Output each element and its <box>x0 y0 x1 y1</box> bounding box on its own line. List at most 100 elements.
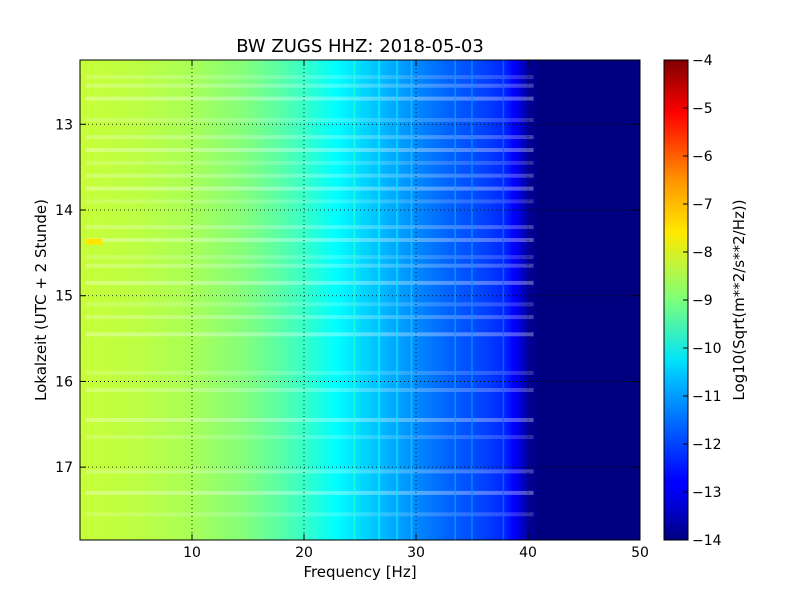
spectrogram-column <box>214 60 218 540</box>
plot-frame <box>79 59 641 541</box>
spectrogram-column <box>346 60 350 540</box>
spectrogram-column <box>88 60 92 540</box>
y-tick-label: 17 <box>55 460 73 476</box>
spectrogram-column <box>102 60 106 540</box>
spectrogram-column <box>486 60 490 540</box>
spectrogram-column <box>85 60 89 540</box>
colorbar-ticks: −4 −5 −6 −7 −8 −9 −10 −11 −12 −13 −14 <box>683 53 722 549</box>
spectrogram-column <box>360 60 364 540</box>
spectrogram-column <box>584 60 588 540</box>
spectrogram-column <box>122 60 126 540</box>
spectrogram-column <box>553 60 557 540</box>
spectrogram-column <box>334 60 339 540</box>
colorbar-tick-label: −12 <box>692 437 722 453</box>
spectrogram-column <box>530 60 535 540</box>
spectrogram-column <box>340 60 344 540</box>
spectrogram-column <box>91 60 95 540</box>
spectrogram-column <box>166 60 171 540</box>
spectrogram-column <box>511 60 515 540</box>
spectrogram-column <box>393 60 397 540</box>
spectrogram-column <box>416 60 420 540</box>
spectrogram-column <box>158 60 162 540</box>
spectrogram-column <box>108 60 112 540</box>
spectrogram-column <box>150 60 154 540</box>
spectrogram-column <box>178 60 182 540</box>
spectrogram-column <box>318 60 322 540</box>
spectrogram-column <box>206 60 210 540</box>
spectrogram-column <box>488 60 493 540</box>
spectrogram-column <box>183 60 187 540</box>
spectrogram-column <box>474 60 479 540</box>
colorbar-tick-label: −4 <box>692 53 713 69</box>
spectrogram-column <box>432 60 437 540</box>
spectrogram-column <box>402 60 406 540</box>
spectrogram-column <box>362 60 367 540</box>
spectrogram-column <box>82 60 87 540</box>
grid-lines <box>80 60 640 540</box>
spectrogram-column <box>197 60 201 540</box>
spectrogram-column <box>368 60 372 540</box>
spectrogram-column <box>522 60 526 540</box>
spectrogram-column <box>514 60 518 540</box>
spectrogram-column <box>444 60 448 540</box>
spectrogram-column <box>208 60 213 540</box>
spectrogram-column <box>278 60 283 540</box>
time-band <box>85 280 534 285</box>
spectrogram-column <box>525 60 529 540</box>
spectrogram-column <box>455 60 459 540</box>
spectrogram-column <box>371 60 375 540</box>
spectrogram-column <box>304 60 308 540</box>
x-axis: 10 20 30 40 50 <box>183 60 649 561</box>
spectrogram-column <box>623 60 627 540</box>
spectrogram-column <box>390 60 395 540</box>
spectrogram-column <box>220 60 224 540</box>
feature-patch <box>85 238 103 245</box>
spectrogram-columns <box>80 60 640 540</box>
time-band <box>85 370 534 375</box>
spectrogram-column <box>505 60 509 540</box>
spectrogram-column <box>284 60 288 540</box>
spectrogram-column <box>578 60 582 540</box>
spectrogram-column <box>581 60 585 540</box>
spectrogram-column <box>116 60 120 540</box>
spectrogram-column <box>539 60 543 540</box>
time-band <box>85 199 534 204</box>
spectrogram-column <box>491 60 495 540</box>
colorbar-tick-label: −11 <box>692 389 722 405</box>
spectrogram-plot <box>80 60 640 540</box>
spectrogram-column <box>105 60 109 540</box>
spectrogram-column <box>161 60 165 540</box>
y-axis-label: Lokalzeit (UTC + 2 Stunde) <box>32 199 50 401</box>
time-band <box>85 135 534 140</box>
time-band <box>85 490 534 495</box>
spectrogram-column <box>458 60 462 540</box>
colorbar-tick-label: −6 <box>692 149 713 165</box>
spectrogram-column <box>315 60 319 540</box>
spectrogram-column <box>477 60 481 540</box>
spectrogram-column <box>264 60 269 540</box>
spectrogram-column <box>127 60 131 540</box>
spectrogram-column <box>558 60 563 540</box>
spectrogram-column <box>133 60 137 540</box>
spectrogram-column <box>424 60 428 540</box>
spectrogram-column <box>337 60 341 540</box>
spectrogram-column <box>413 60 417 540</box>
spectrogram-column <box>256 60 260 540</box>
spectrogram-column <box>357 60 361 540</box>
spectrogram-column <box>374 60 378 540</box>
time-band <box>85 435 534 440</box>
spectrogram-column <box>211 60 215 540</box>
time-band <box>85 238 534 242</box>
spectrogram-column <box>250 60 255 540</box>
spectrogram-column <box>472 60 476 540</box>
time-band <box>85 332 534 337</box>
spectrogram-column <box>427 60 431 540</box>
spectrogram-column <box>239 60 243 540</box>
time-band <box>85 148 534 152</box>
spectrogram-column <box>536 60 540 540</box>
spectrogram-column <box>298 60 302 540</box>
time-band <box>85 302 534 307</box>
spectrogram-column <box>144 60 148 540</box>
spectrogram-column <box>628 60 633 540</box>
